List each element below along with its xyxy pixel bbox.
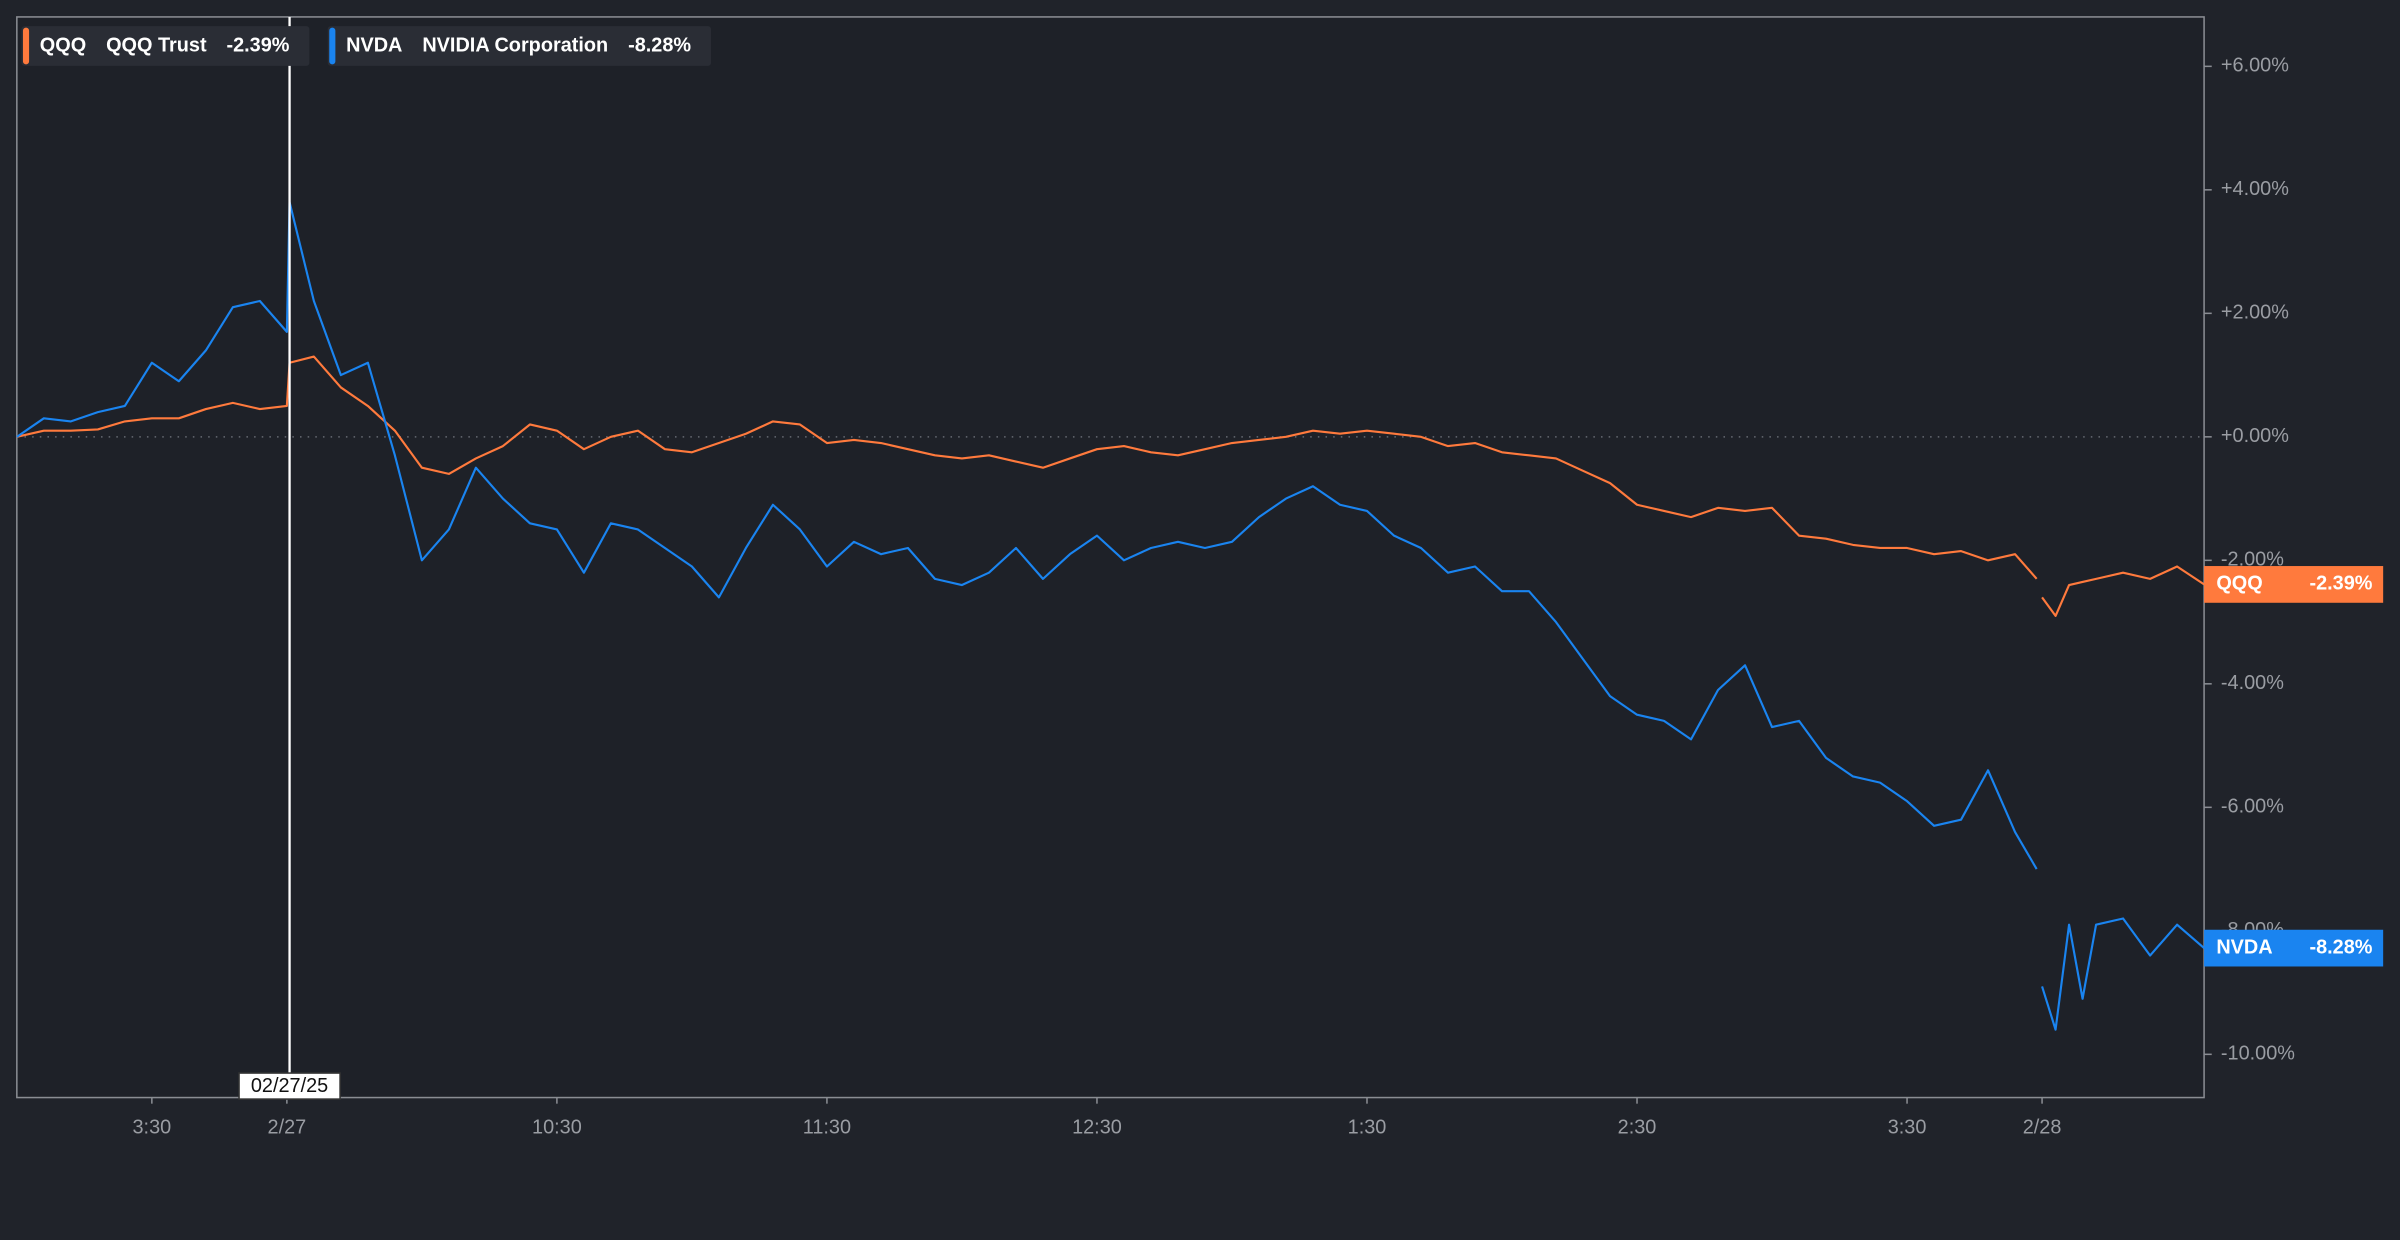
legend-item: QQQ QQQ Trust -2.39% — [21, 26, 310, 66]
y-tick-label: -10.00% — [2221, 1043, 2295, 1065]
y-tick-label: +0.00% — [2221, 425, 2289, 447]
x-tick-label: 12:30 — [1072, 1116, 1122, 1138]
legend-change: -8.28% — [628, 34, 691, 56]
crosshair-label-box — [238, 1072, 341, 1100]
last-value-name: QQQ — [2216, 573, 2262, 595]
last-value-name: NVDA — [2216, 936, 2272, 958]
crosshair-label: 02/27/25 — [251, 1075, 328, 1097]
series-line — [16, 355, 2205, 617]
y-tick-label: -6.00% — [2221, 796, 2284, 818]
legend-item: NVDA NVIDIA Corporation -8.28% — [327, 26, 711, 66]
x-tick-label: 11:30 — [803, 1116, 851, 1138]
x-tick-label: 2:30 — [1618, 1116, 1657, 1138]
legend-name: NVIDIA Corporation — [422, 34, 608, 56]
series-line — [16, 201, 2205, 1031]
last-value-box — [2204, 566, 2384, 603]
legend-box — [327, 26, 711, 66]
y-tick-label: +4.00% — [2221, 178, 2289, 200]
last-value-change: -2.39% — [2309, 573, 2372, 595]
legend-symbol: QQQ — [40, 34, 86, 56]
y-tick-label: +2.00% — [2221, 302, 2289, 324]
legend-change: -2.39% — [226, 34, 289, 56]
legend-swatch — [329, 27, 336, 65]
y-tick-label: -4.00% — [2221, 672, 2284, 694]
last-value-change: -8.28% — [2309, 936, 2372, 958]
last-value-box — [2204, 929, 2384, 967]
x-tick-label: 2/27 — [268, 1116, 307, 1138]
plot-frame — [16, 16, 2205, 1099]
legend-symbol: NVDA — [346, 34, 402, 56]
x-tick-label: 10:30 — [532, 1116, 582, 1138]
x-tick-label: 3:30 — [1888, 1116, 1927, 1138]
legend-box — [21, 26, 310, 66]
legend-swatch — [22, 27, 30, 65]
y-tick-label: -2.00% — [2221, 549, 2284, 571]
x-tick-label: 2/28 — [2023, 1116, 2062, 1138]
y-tick-label: +6.00% — [2221, 55, 2289, 77]
legend-name: QQQ Trust — [106, 34, 207, 56]
x-tick-label: 1:30 — [1348, 1116, 1387, 1138]
x-tick-label: 3:30 — [133, 1116, 172, 1138]
